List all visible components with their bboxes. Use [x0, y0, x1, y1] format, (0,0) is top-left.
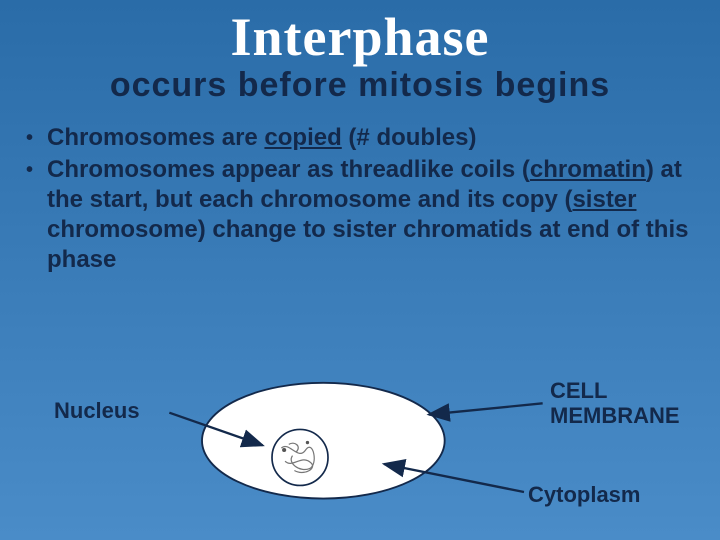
- bullet-item: • Chromosomes are copied (# doubles): [26, 123, 694, 153]
- bullet-marker: •: [26, 159, 33, 182]
- bullet-marker: •: [26, 127, 33, 150]
- slide-title: Interphase: [0, 0, 720, 68]
- slide-subtitle: occurs before mitosis begins: [0, 66, 720, 105]
- nucleus-label: Nucleus: [54, 398, 140, 424]
- cell-svg: [160, 370, 580, 530]
- bullet-item: • Chromosomes appear as threadlike coils…: [26, 155, 694, 275]
- bullet-list: • Chromosomes are copied (# doubles) • C…: [26, 123, 694, 275]
- cell-diagram: Nucleus CELL MEMBRANE Cytoplasm: [0, 370, 720, 540]
- nucleus-shape: [272, 429, 328, 485]
- arrow-membrane: [429, 403, 543, 414]
- bullet-text: Chromosomes appear as threadlike coils (…: [47, 155, 694, 275]
- bullet-text: Chromosomes are copied (# doubles): [47, 123, 476, 153]
